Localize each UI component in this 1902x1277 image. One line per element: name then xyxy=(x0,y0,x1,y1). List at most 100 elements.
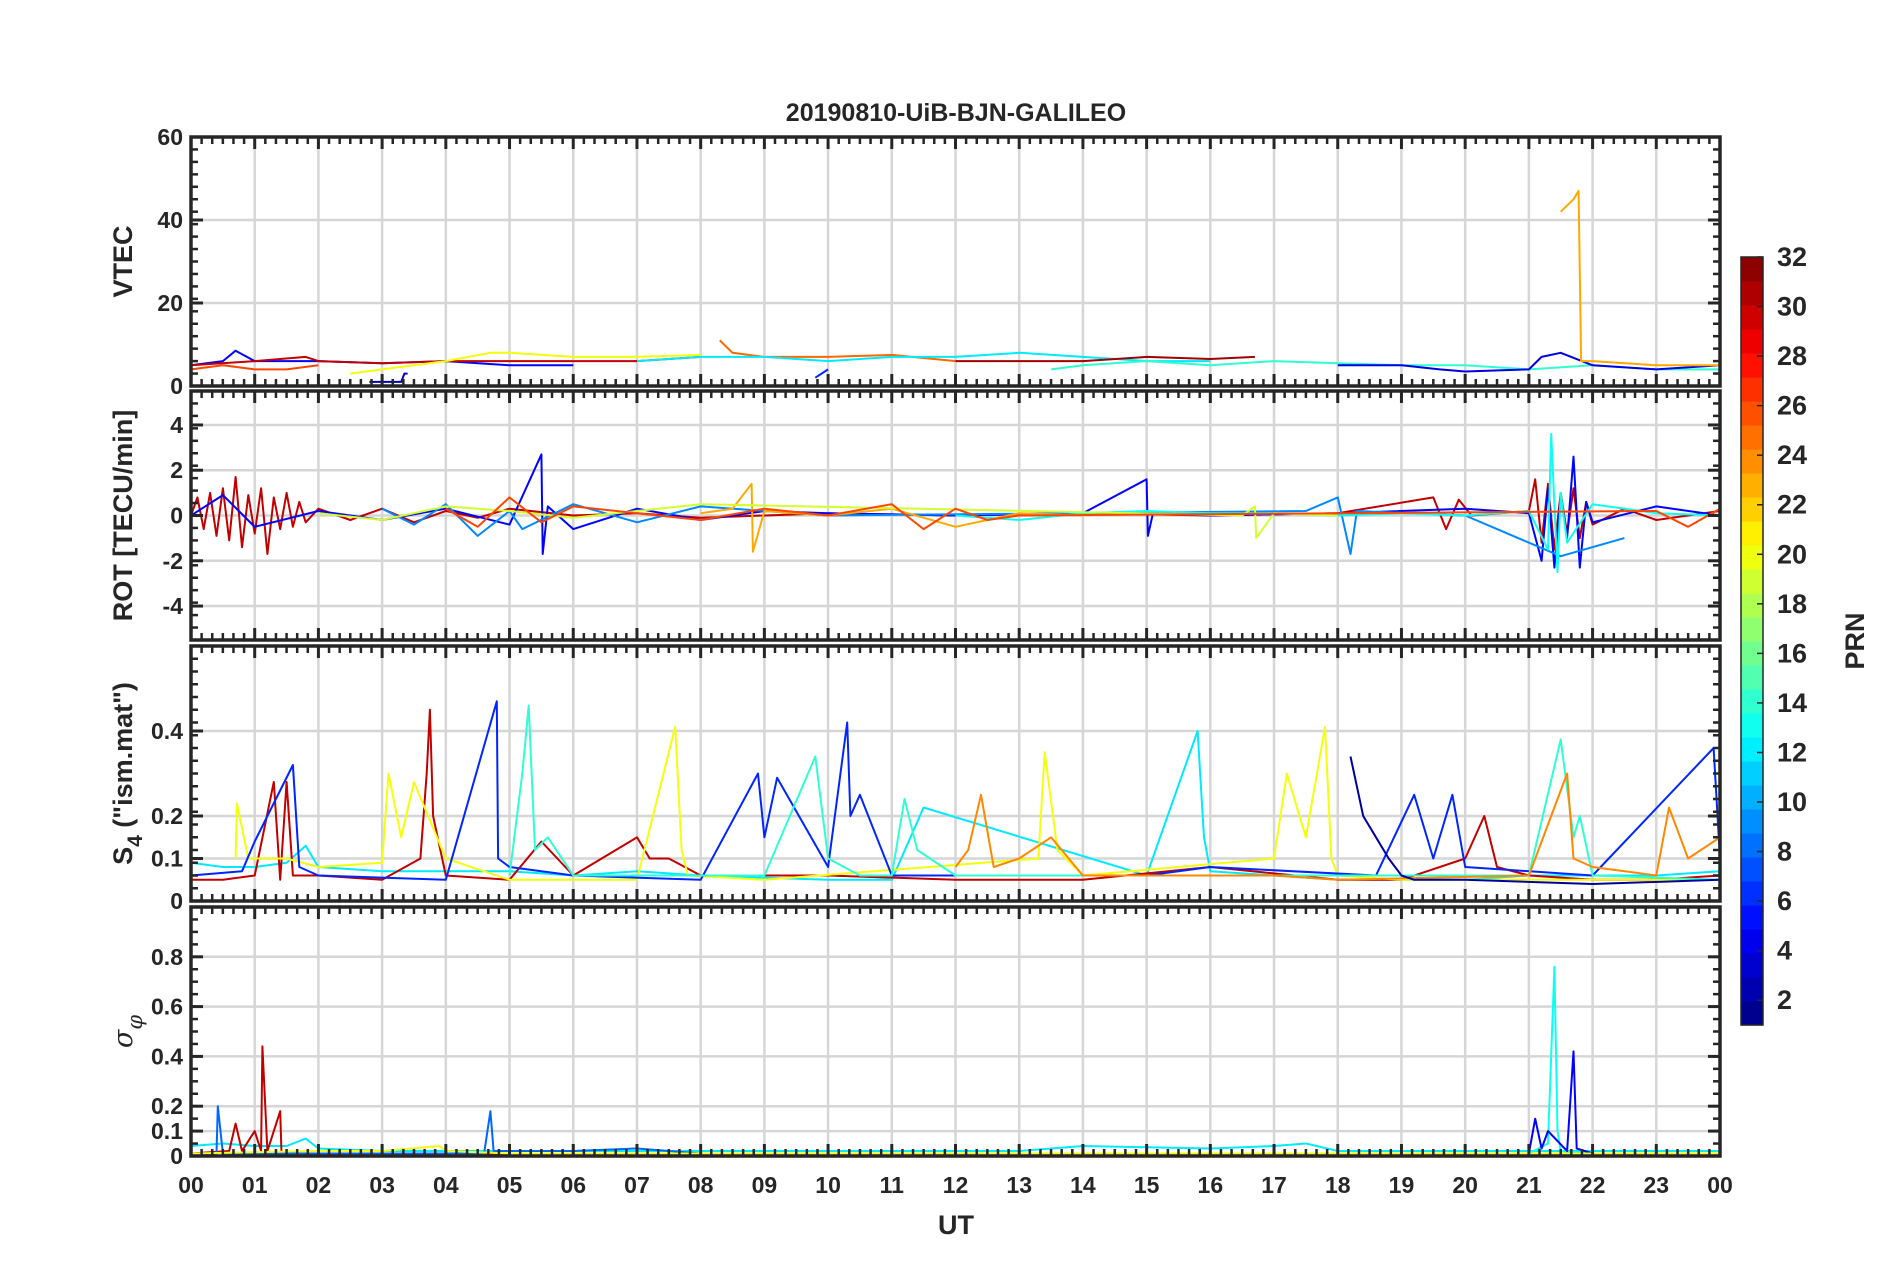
colorbar-segment xyxy=(1741,449,1763,474)
y-tick-label: 0.2 xyxy=(151,1093,183,1119)
y-tick-label: 0.4 xyxy=(151,718,183,744)
colorbar-segment xyxy=(1741,737,1763,762)
colorbar-segment xyxy=(1741,785,1763,810)
colorbar-tick-label: 10 xyxy=(1777,787,1807,817)
axes-frame xyxy=(189,135,1722,388)
series-line-prn-30 xyxy=(191,355,701,367)
series-line-prn-13 xyxy=(955,433,1720,574)
colorbar-segment xyxy=(1741,329,1763,354)
series-line-prn-23 xyxy=(1560,189,1720,367)
panel-sigma_phi: 00.10.2 0.4 0.6 0.8 σφ 00 01 02 03 04 05 06 07 08 09 10… xyxy=(108,905,1733,1198)
series-line-prn-6 xyxy=(191,700,1720,881)
x-tick-label: 09 xyxy=(752,1172,778,1198)
x-axis-label: UT xyxy=(938,1210,974,1240)
y-tick-label: -2 xyxy=(163,548,183,574)
series-line-prn-5 xyxy=(1527,1050,1720,1155)
series-group xyxy=(191,700,1720,885)
x-tick-label: 04 xyxy=(433,1172,459,1198)
x-tick-label: 16 xyxy=(1198,1172,1224,1198)
series-line-prn-19 xyxy=(318,503,1338,540)
axes-frame xyxy=(189,644,1722,903)
colorbar-segment xyxy=(1741,1001,1763,1026)
colorbar-segment xyxy=(1741,353,1763,378)
axes-frame xyxy=(189,389,1722,642)
y-tick-label: 0 xyxy=(170,1143,183,1169)
x-tick-label: 05 xyxy=(497,1172,523,1198)
colorbar-tick-label: 26 xyxy=(1777,391,1807,421)
colorbar-segment xyxy=(1741,521,1763,546)
series-line-prn-31 xyxy=(955,355,1255,363)
colorbar-frame xyxy=(1740,256,1764,1026)
x-tick-label: 18 xyxy=(1325,1172,1351,1198)
colorbar-segment xyxy=(1741,953,1763,978)
series-line-prn-2 xyxy=(1349,756,1720,885)
x-tick-label: 03 xyxy=(369,1172,395,1198)
colorbar-tick-label: 8 xyxy=(1777,837,1792,867)
colorbar-segment xyxy=(1741,857,1763,882)
x-tick-label: 19 xyxy=(1389,1172,1415,1198)
colorbar-segment xyxy=(1741,665,1763,690)
y-label-main: S xyxy=(108,847,138,865)
colorbar-tick-label: 28 xyxy=(1777,341,1807,371)
x-tick-label: 07 xyxy=(624,1172,650,1198)
y-tick-label: 4 xyxy=(170,412,183,438)
x-tick-label: 08 xyxy=(688,1172,714,1198)
colorbar-segment xyxy=(1741,401,1763,426)
y-label-subscript: φ xyxy=(123,1015,147,1030)
colorbar-segment xyxy=(1741,761,1763,786)
x-tick-label: 20 xyxy=(1452,1172,1478,1198)
x-tick-label: 00 xyxy=(178,1172,204,1198)
y-tick-label: 0 xyxy=(170,503,183,529)
colorbar-label: PRN xyxy=(1840,612,1870,669)
colorbar-segment xyxy=(1741,569,1763,594)
series-line-prn-3 xyxy=(369,372,408,383)
colorbar-tick-label: 16 xyxy=(1777,638,1807,668)
y-label-main: σ xyxy=(108,1028,139,1048)
colorbar-tick-label: 6 xyxy=(1777,886,1792,916)
colorbar-segment xyxy=(1741,713,1763,738)
y-axis-label-s4: S4 ("ism.mat") xyxy=(108,682,147,865)
x-tick-label: 17 xyxy=(1261,1172,1287,1198)
colorbar-segment xyxy=(1741,473,1763,498)
y-tick-label: 0.1 xyxy=(151,846,183,872)
colorbar-tick-label: 18 xyxy=(1777,589,1807,619)
colorbar-segment xyxy=(1741,977,1763,1002)
colorbar-segment xyxy=(1741,545,1763,570)
colorbar-tick-label: 32 xyxy=(1777,242,1807,272)
panel-vtec: 0 20 40 60 VTEC xyxy=(108,124,1722,399)
colorbar-tick-label: 12 xyxy=(1777,737,1807,767)
colorbar-tick-label: 30 xyxy=(1777,292,1807,322)
colorbar-segment xyxy=(1741,593,1763,618)
colorbar-segment xyxy=(1741,833,1763,858)
x-tick-label: 06 xyxy=(560,1172,586,1198)
y-tick-label: 0 xyxy=(170,373,183,399)
colorbar-segment xyxy=(1741,689,1763,714)
colorbar-tick-label: 2 xyxy=(1777,985,1792,1015)
series-group xyxy=(191,189,1720,383)
x-tick-label: 02 xyxy=(306,1172,332,1198)
series-line-prn-20 xyxy=(234,725,1720,881)
series-line-prn-9 xyxy=(381,496,1625,558)
colorbar-segment xyxy=(1741,617,1763,642)
chart-title: 20190810-UiB-BJN-GALILEO xyxy=(786,99,1126,127)
colorbar-tick-label: 24 xyxy=(1777,440,1807,470)
series-line-prn-4 xyxy=(1337,351,1720,373)
series-line-prn-25 xyxy=(719,339,956,363)
x-tick-label: 15 xyxy=(1134,1172,1160,1198)
colorbar-segment xyxy=(1741,497,1763,522)
colorbar-segment xyxy=(1741,377,1763,402)
colorbar-tick-label: 20 xyxy=(1777,539,1807,569)
colorbar-tick-label: 14 xyxy=(1777,688,1807,718)
series-line-prn-13 xyxy=(1528,965,1720,1155)
y-tick-label: 2 xyxy=(170,457,183,483)
x-tick-label: 14 xyxy=(1070,1172,1096,1198)
colorbar-tick-label: 22 xyxy=(1777,490,1807,520)
series-line-prn-20 xyxy=(350,351,701,375)
colorbar-tick-label: 4 xyxy=(1777,936,1792,966)
series-line-prn-12 xyxy=(636,351,1211,363)
y-tick-label: 20 xyxy=(157,290,183,316)
x-tick-label: 23 xyxy=(1643,1172,1669,1198)
